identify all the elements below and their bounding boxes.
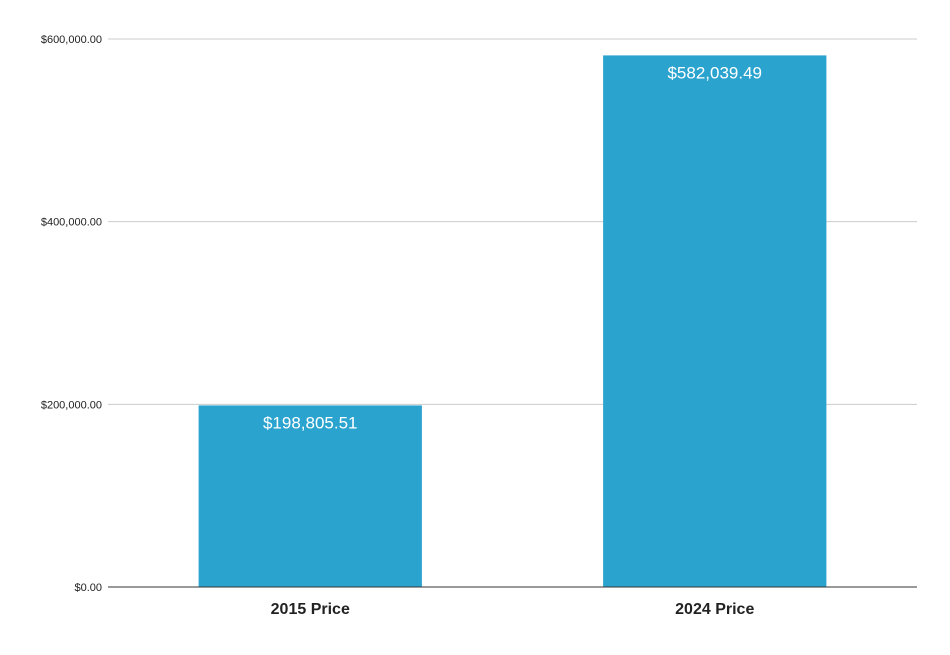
- y-tick-label: $400,000.00: [41, 217, 102, 229]
- bar-0[interactable]: [198, 405, 422, 587]
- data-label-1: $582,039.49: [667, 63, 762, 82]
- y-tick-label: $0.00: [74, 582, 102, 594]
- x-tick-label-0: 2015 Price: [271, 601, 350, 618]
- bars: [198, 55, 827, 587]
- y-axis-tick-labels: $0.00 $200,000.00 $400,000.00 $600,000.00: [41, 34, 102, 594]
- x-tick-label-1: 2024 Price: [675, 601, 754, 618]
- y-tick-label: $200,000.00: [41, 399, 102, 411]
- x-axis-tick-labels: 2015 Price 2024 Price: [271, 601, 755, 618]
- data-label-0: $198,805.51: [263, 413, 358, 432]
- data-labels: $198,805.51 $582,039.49: [263, 63, 762, 432]
- bar-1[interactable]: [603, 55, 827, 587]
- y-tick-label: $600,000.00: [41, 34, 102, 46]
